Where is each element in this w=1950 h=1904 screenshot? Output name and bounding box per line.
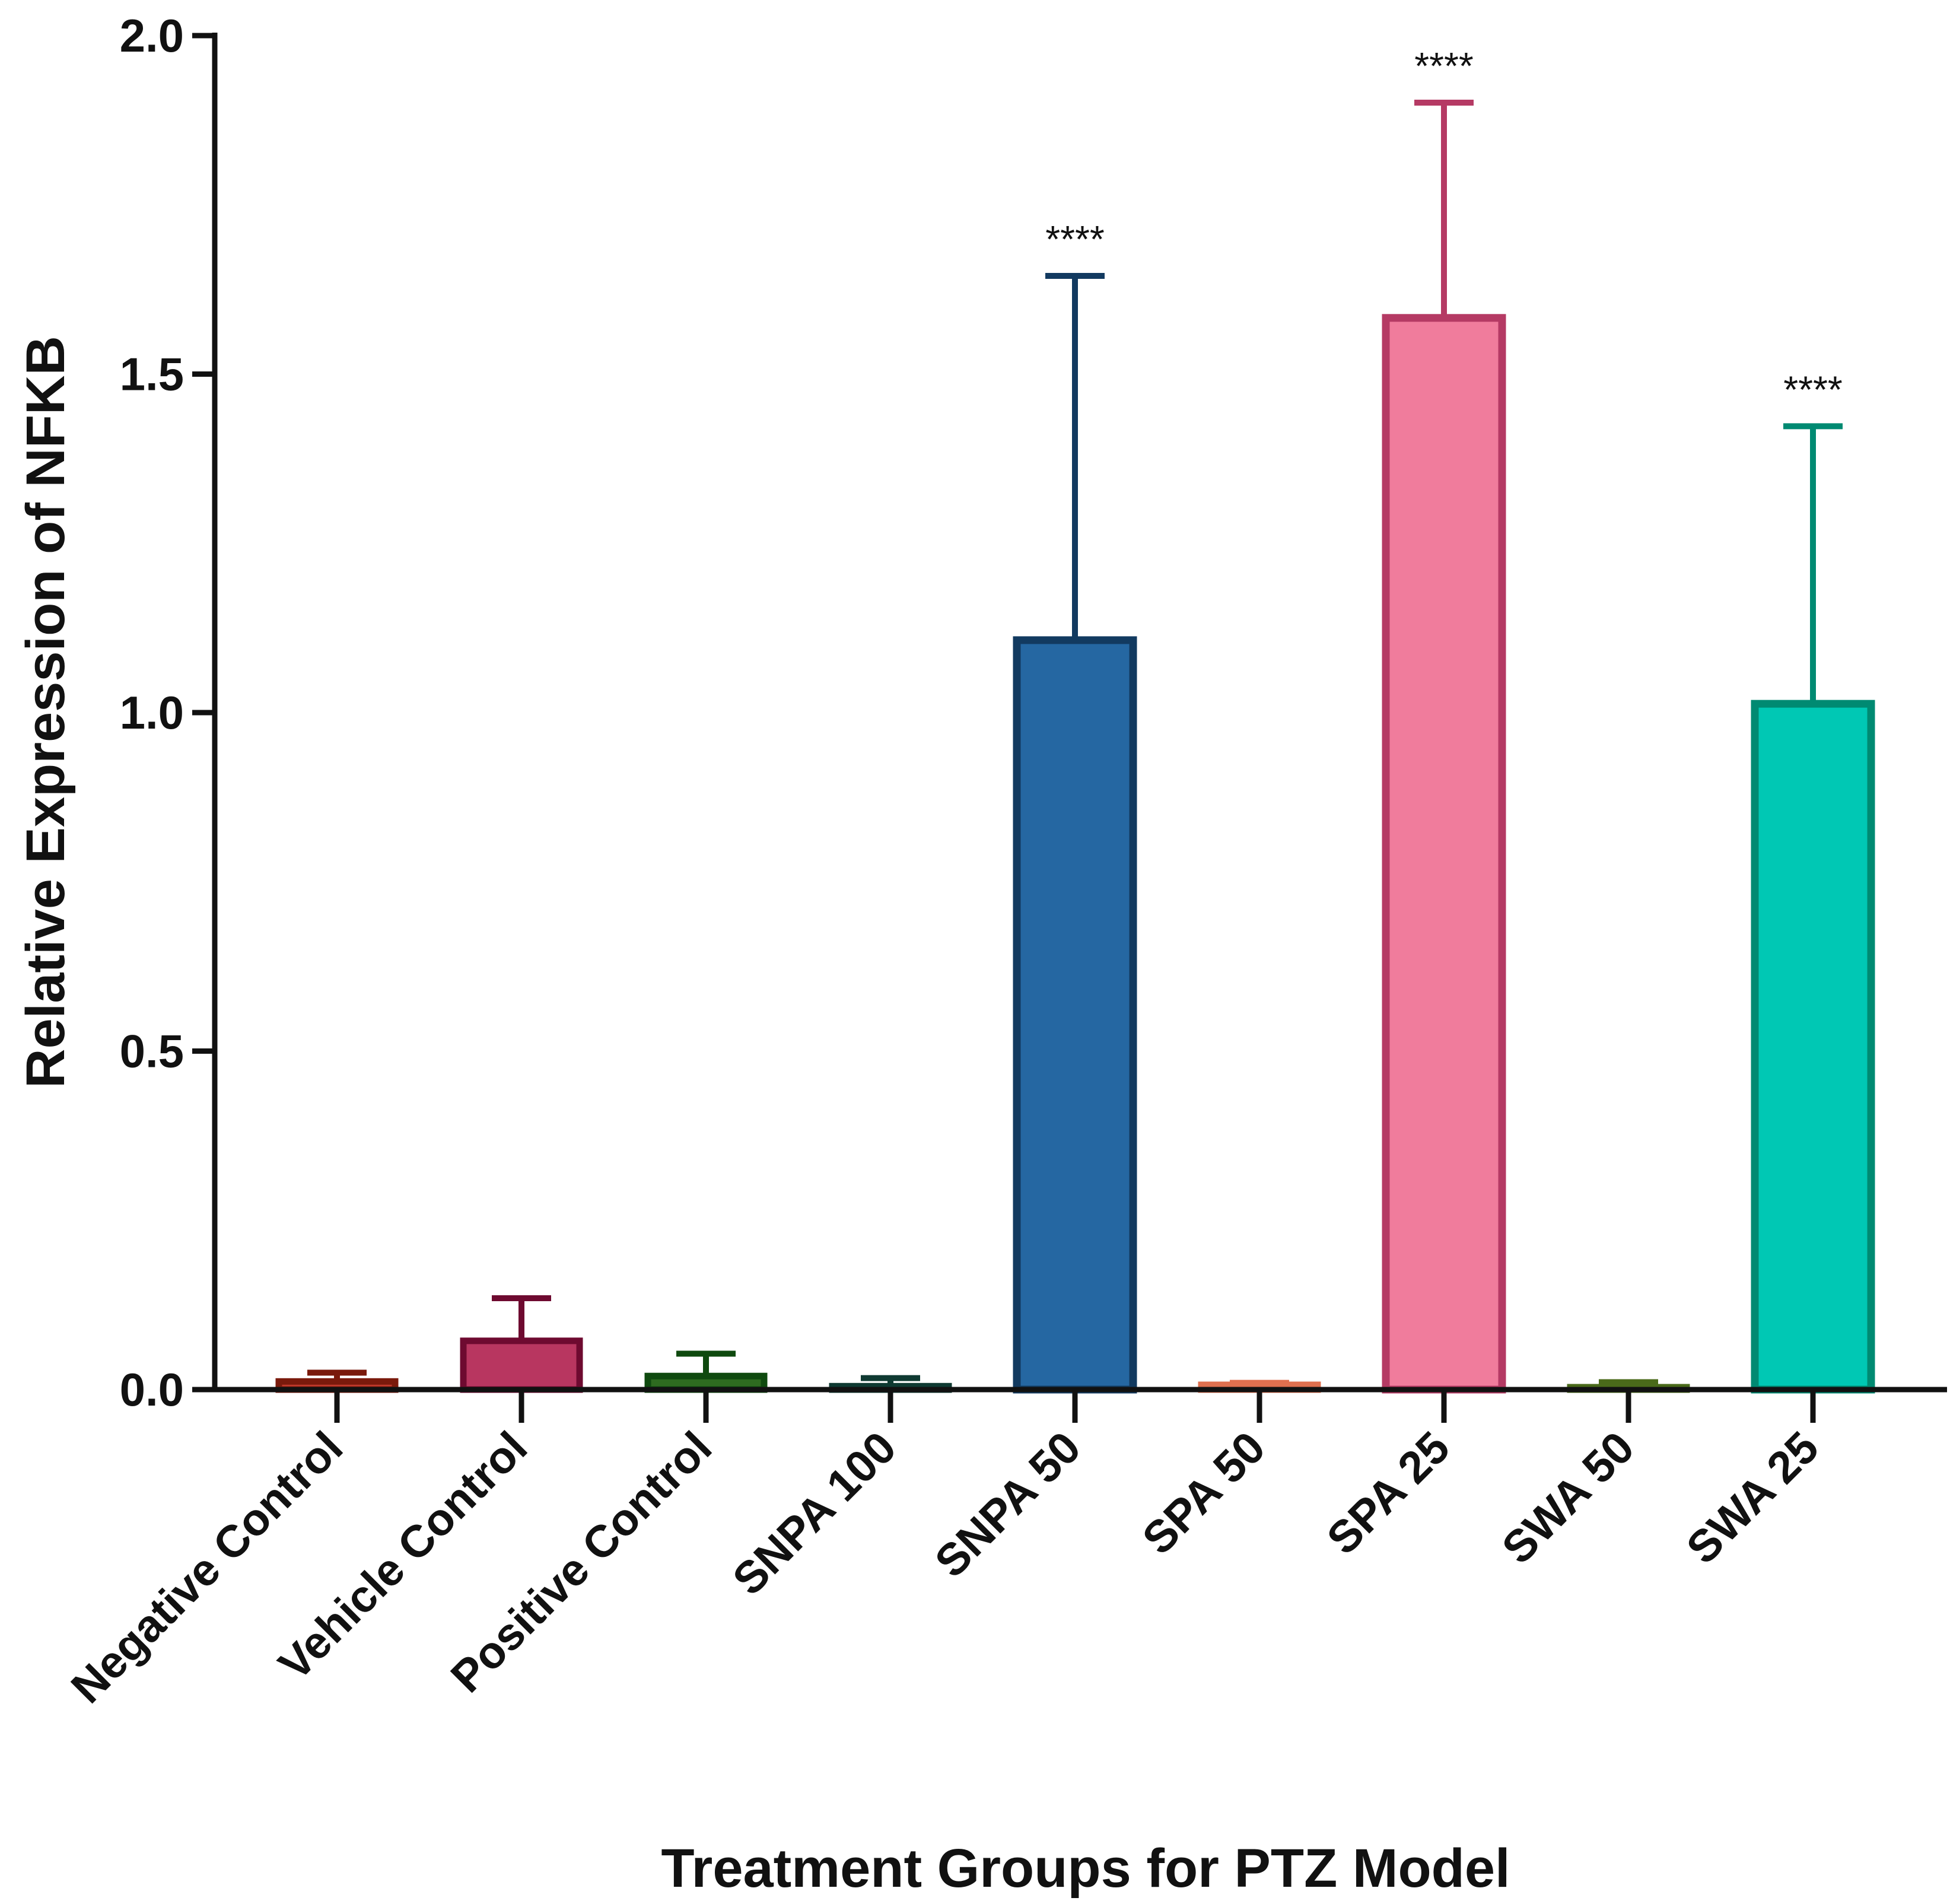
y-tick-label: 1.0: [120, 686, 184, 739]
bar-series: **** **** ****: [275, 44, 1875, 1394]
category-label: SNPA 50: [925, 1422, 1090, 1587]
x-axis-title: Treatment Groups for PTZ Model: [661, 1838, 1510, 1899]
y-axis-title: Relative Expression of NFKB: [15, 336, 76, 1088]
y-tick-label: 0.5: [120, 1025, 184, 1077]
bar: [1013, 636, 1137, 1394]
significance-label: ****: [1414, 44, 1474, 87]
bar: [1751, 700, 1875, 1394]
bar: [1382, 314, 1506, 1394]
category-label: SWA 50: [1493, 1422, 1644, 1574]
bar: [460, 1337, 583, 1393]
significance-label: ****: [1045, 218, 1105, 260]
y-tick-label: 2.0: [120, 9, 184, 62]
category-label: SPA 50: [1133, 1422, 1275, 1564]
category-label: SPA 25: [1318, 1422, 1459, 1564]
category-label: SWA 25: [1677, 1422, 1828, 1574]
significance-label: ****: [1783, 368, 1843, 411]
category-label: SNPA 100: [723, 1422, 906, 1605]
y-tick-label: 0.0: [120, 1363, 184, 1416]
y-tick-label: 1.5: [120, 348, 184, 400]
y-axis-ticks: 0.0 0.5 1.0 1.5 2.0: [120, 9, 215, 1416]
